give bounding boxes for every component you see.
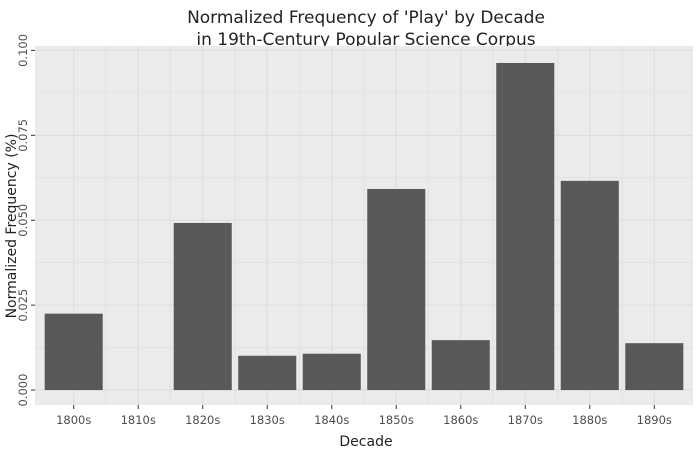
chart-title: Normalized Frequency of 'Play' by Decade… (187, 8, 545, 50)
y-tick-label: 0.100 (16, 34, 30, 67)
x-tick-label: 1850s (379, 413, 414, 427)
x-tick-label: 1830s (250, 413, 285, 427)
bar-1830s (238, 355, 297, 391)
bar-1880s (560, 180, 619, 391)
y-axis-title: Normalized Frequency (%) (4, 134, 20, 319)
bar-1890s (625, 343, 684, 391)
chart-title-line-1: Normalized Frequency of 'Play' by Decade (187, 8, 545, 28)
x-tick-label: 1890s (637, 413, 672, 427)
y-axis-ticks: 0.000 0.025 0.050 0.075 0.100 (16, 34, 35, 407)
chart-title-line-2: in 19th-Century Popular Science Corpus (196, 30, 535, 50)
x-axis-ticks: 1800s 1810s 1820s 1830s 1840s 1850s 1860s 1870s… (56, 405, 672, 427)
bars (44, 62, 684, 391)
bar-1800s (44, 313, 103, 391)
x-tick-label: 1860s (443, 413, 478, 427)
bar-1840s (302, 353, 361, 391)
x-tick-label: 1840s (314, 413, 349, 427)
y-tick-label: 0.050 (16, 204, 30, 237)
x-tick-label: 1820s (185, 413, 220, 427)
y-tick-label: 0.000 (16, 374, 30, 407)
bar-1870s (496, 62, 555, 391)
x-tick-label: 1800s (56, 413, 91, 427)
bar-1820s (173, 222, 232, 391)
x-tick-label: 1870s (508, 413, 543, 427)
x-tick-label: 1880s (572, 413, 607, 427)
y-tick-label: 0.025 (16, 289, 30, 322)
x-axis-title: Decade (339, 434, 392, 450)
bar-1850s (367, 188, 426, 391)
y-tick-label: 0.075 (16, 119, 30, 152)
bar-1860s (431, 340, 490, 391)
x-tick-label: 1810s (121, 413, 156, 427)
